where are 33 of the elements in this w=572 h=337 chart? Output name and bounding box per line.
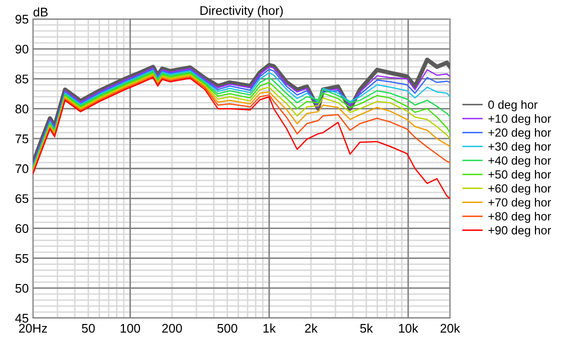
y-tick-label: 80 <box>15 104 28 114</box>
y-tick-label: 65 <box>16 194 28 204</box>
legend-label: +20 deg hor <box>488 128 552 140</box>
legend-label: +30 deg hor <box>488 142 552 154</box>
y-tick-label: 75 <box>16 134 28 144</box>
y-tick-label: 60 <box>16 224 28 233</box>
y-tick-label: 70 <box>16 164 28 174</box>
chart-title: Directivity (hor) <box>200 6 283 18</box>
legend-label: +40 deg hor <box>488 156 552 168</box>
x-tick-label: 1k <box>264 324 276 333</box>
legend-label: +50 deg hor <box>488 170 552 181</box>
x-tick-label: 500 <box>217 324 238 333</box>
x-tick-label: 50 <box>82 324 95 333</box>
x-tick-label: 100 <box>120 324 140 333</box>
y-tick-label: 90 <box>16 44 28 54</box>
x-tick-label: 20Hz <box>19 324 47 333</box>
y-tick-label: 45 <box>15 314 28 323</box>
y-tick-label: 55 <box>15 254 28 263</box>
legend-label: +80 deg hor <box>488 212 552 223</box>
y-axis-title: dB <box>34 7 48 17</box>
x-tick-label: 5k <box>360 324 373 333</box>
legend-label: +70 deg hor <box>488 198 552 209</box>
x-tick-label: 200 <box>162 324 182 333</box>
legend-label: +60 deg hor <box>488 184 552 195</box>
x-tick-label: 10k <box>399 324 418 333</box>
legend-label: +10 deg hor <box>488 114 552 126</box>
y-tick-label: 95 <box>16 14 28 24</box>
y-tick-label: 50 <box>15 284 28 293</box>
y-tick-label: 85 <box>15 74 28 84</box>
legend-label: +90 deg hor <box>488 226 552 237</box>
x-tick-label: 2k <box>305 324 318 333</box>
x-tick-label: 20k <box>440 324 460 333</box>
legend-label: 0 deg hor <box>488 100 538 112</box>
